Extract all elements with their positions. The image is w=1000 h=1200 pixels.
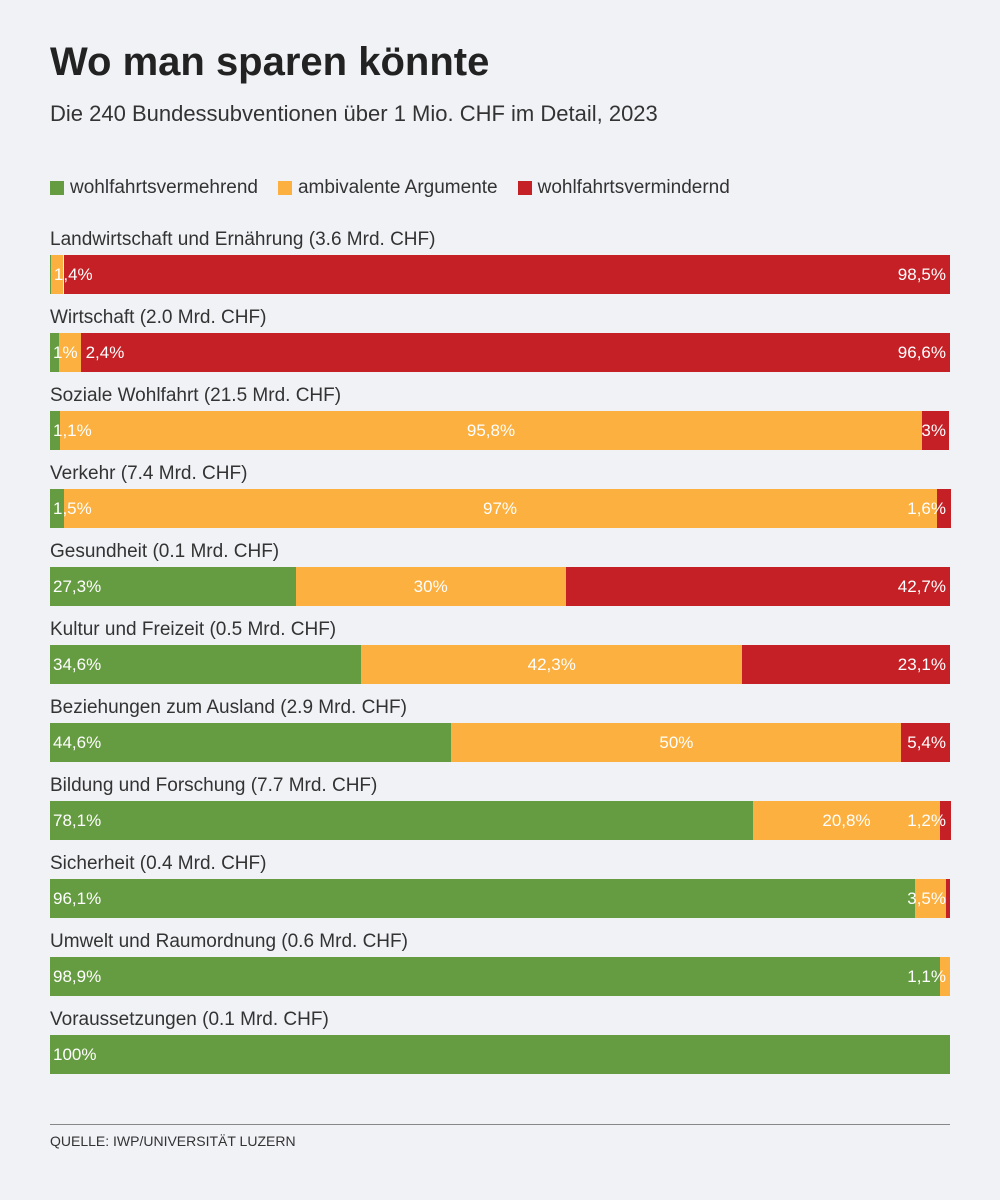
bar-segment-wohlfahrtsvermehrend [50,489,64,528]
bar-segment-wohlfahrtsvermindernd [936,489,951,528]
value-label: 42,3% [527,655,576,674]
value-label: 20,8% [822,811,871,830]
legend-label: wohlfahrtsvermindernd [537,177,730,198]
value-label: 1% [53,343,78,362]
stacked-bar: 1,5% 97% 1,6% [50,489,951,528]
value-label: 1,5% [53,499,92,518]
category-label: Voraussetzungen (0.1 Mrd. CHF) [50,1009,329,1030]
legend-swatch [517,181,532,195]
bar-segment-ambivalente Argumente [914,879,947,918]
legend: wohlfahrtsvermehrend ambivalente Argument… [50,177,730,199]
bar-segment-wohlfahrtsvermehrend [50,1035,950,1074]
legend-item: ambivalente Argumente [277,177,498,199]
legend-label: ambivalente Argumente [297,177,498,198]
value-label: 1,4% [53,265,93,284]
bar-segment-ambivalente Argumente [50,255,64,294]
value-label: 34,6% [53,655,102,674]
stacked-bar: 98,9% 1,1% [50,957,950,996]
value-label: 97% [482,499,518,518]
bar-segment-ambivalente Argumente [295,567,566,606]
value-label: 5,4% [907,733,946,752]
value-label: 98,9% [53,967,102,986]
bar-segment-wohlfahrtsvermindernd [63,255,950,294]
legend-label: wohlfahrtsvermehrend [70,177,258,198]
category-label: Wirtschaft (2.0 Mrd. CHF) [50,307,267,328]
bar-segment-wohlfahrtsvermindernd [742,645,950,684]
bar-segment-ambivalente Argumente [752,801,941,840]
divider [50,1124,950,1125]
bar-segment-wohlfahrtsvermindernd [946,879,950,918]
bar-segment-ambivalente Argumente [361,645,743,684]
value-label: 30% [413,577,448,596]
category-label: Bildung und Forschung (7.7 Mrd. CHF) [50,775,378,796]
value-label: 50% [659,733,694,752]
bar-segment-wohlfahrtsvermehrend [50,255,51,294]
bar-segment-wohlfahrtsvermindernd [922,411,950,450]
legend-swatch [50,181,64,195]
value-label: 42,7% [897,577,946,596]
value-label: 23,1% [897,655,946,674]
stacked-bar: 44,6% 50% 5,4% [50,723,950,762]
stacked-bar: 1,4% 98,5% [50,255,950,294]
bar-segment-ambivalente Argumente [63,489,937,528]
bar-segment-wohlfahrtsvermehrend [50,333,59,372]
legend-item: wohlfahrtsvermindernd [517,177,730,199]
chart-subtitle: Die 240 Bundessubventionen über 1 Mio. C… [50,101,658,126]
bar-segment-ambivalente Argumente [59,411,923,450]
stacked-bar: 1,1% 95,8% 3% [50,411,950,450]
bar-segment-wohlfahrtsvermehrend [50,801,753,840]
bar-segment-wohlfahrtsvermindernd [80,333,950,372]
category-label: Landwirtschaft und Ernährung (3.6 Mrd. C… [50,229,436,250]
bar-segment-wohlfahrtsvermindernd [901,723,950,762]
value-label: 2,4% [85,343,125,362]
stacked-bar: 27,3% 30% 42,7% [50,567,950,606]
category-label: Beziehungen zum Ausland (2.9 Mrd. CHF) [50,697,407,718]
bar-segment-wohlfahrtsvermehrend [50,411,60,450]
value-label: 100% [53,1045,97,1064]
value-label: 95,8% [466,421,516,440]
category-label: Umwelt und Raumordnung (0.6 Mrd. CHF) [50,931,408,952]
bar-segment-wohlfahrtsvermehrend [50,645,362,684]
category-label: Kultur und Freizeit (0.5 Mrd. CHF) [50,619,337,640]
bar-segment-wohlfahrtsvermehrend [50,957,941,996]
value-label: 44,6% [53,733,102,752]
value-label: 1,1% [53,421,92,440]
bar-segment-wohlfahrtsvermehrend [50,567,296,606]
bar-segment-wohlfahrtsvermehrend [50,723,452,762]
source: QUELLE: IWP/UNIVERSITÄT LUZERN [50,1133,296,1149]
value-label: 1,6% [907,499,946,518]
bar-segment-ambivalente Argumente [940,957,950,996]
value-label: 98,5% [897,265,946,284]
value-label: 96,6% [897,343,946,362]
category-label: Verkehr (7.4 Mrd. CHF) [50,463,248,484]
value-label: 1,2% [907,811,946,830]
bar-segment-wohlfahrtsvermehrend [50,879,915,918]
value-label: 78,1% [53,811,102,830]
stacked-bar: 34,6% 42,3% 23,1% [50,645,950,684]
stacked-bar: 1% 2,4% 96,6% [50,333,950,372]
bar-segment-ambivalente Argumente [59,333,81,372]
value-label: 96,1% [53,889,102,908]
stacked-bar: 78,1% 20,8% 1,2% [50,801,951,840]
category-label: Sicherheit (0.4 Mrd. CHF) [50,853,267,874]
value-label: 3,5% [907,889,946,908]
value-label: 1,1% [907,967,946,986]
stacked-bar: 96,1% 3,5% [50,879,950,918]
chart-title: Wo man sparen könnte [50,40,490,84]
value-label: 3% [921,421,946,440]
value-label: 27,3% [53,577,102,596]
bar-segment-wohlfahrtsvermindernd [940,801,951,840]
bar-segment-wohlfahrtsvermindernd [565,567,950,606]
bar-segment-ambivalente Argumente [451,723,902,762]
legend-swatch [277,181,292,195]
stacked-bar: 100% [50,1035,950,1074]
category-label: Gesundheit (0.1 Mrd. CHF) [50,541,280,562]
category-label: Soziale Wohlfahrt (21.5 Mrd. CHF) [50,385,342,406]
legend-item: wohlfahrtsvermehrend [50,177,258,199]
